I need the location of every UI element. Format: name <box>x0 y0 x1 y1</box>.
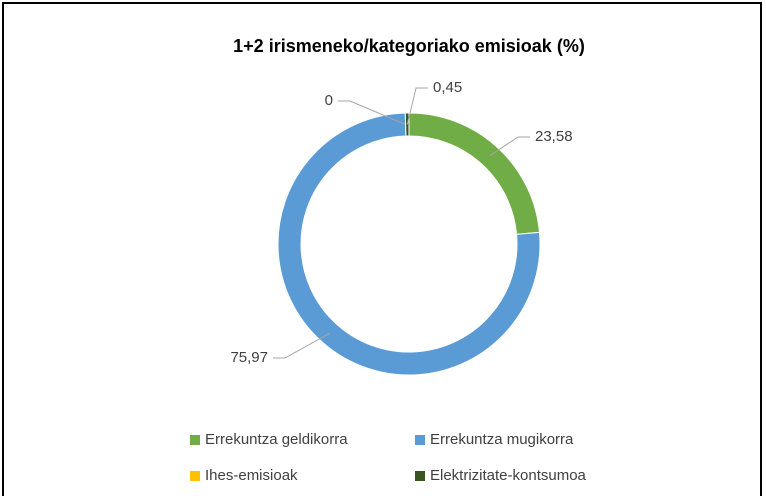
legend-label: Elektrizitate-kontsumoa <box>430 467 587 484</box>
data-label: 75,97 <box>230 349 268 366</box>
leader-line <box>406 87 428 125</box>
chart-title: 1+2 irismeneko/kategoriako emisioak (%) <box>233 36 585 56</box>
data-label: 0 <box>325 92 333 109</box>
data-label: 23,58 <box>535 128 573 145</box>
donut-slice <box>404 112 410 137</box>
legend-label: Errekuntza geldikorra <box>205 431 348 448</box>
leader-line <box>273 332 330 359</box>
leader-line <box>338 100 406 126</box>
data-label: 0,45 <box>433 79 462 96</box>
legend-swatch <box>190 471 200 481</box>
donut-slice <box>277 112 541 376</box>
legend-swatch <box>415 471 425 481</box>
legend-label: Errekuntza mugikorra <box>430 431 574 448</box>
legend-label: Ihes-emisioak <box>205 467 298 484</box>
leader-line <box>489 136 530 157</box>
legend-swatch <box>190 435 200 445</box>
legend-swatch <box>415 435 425 445</box>
